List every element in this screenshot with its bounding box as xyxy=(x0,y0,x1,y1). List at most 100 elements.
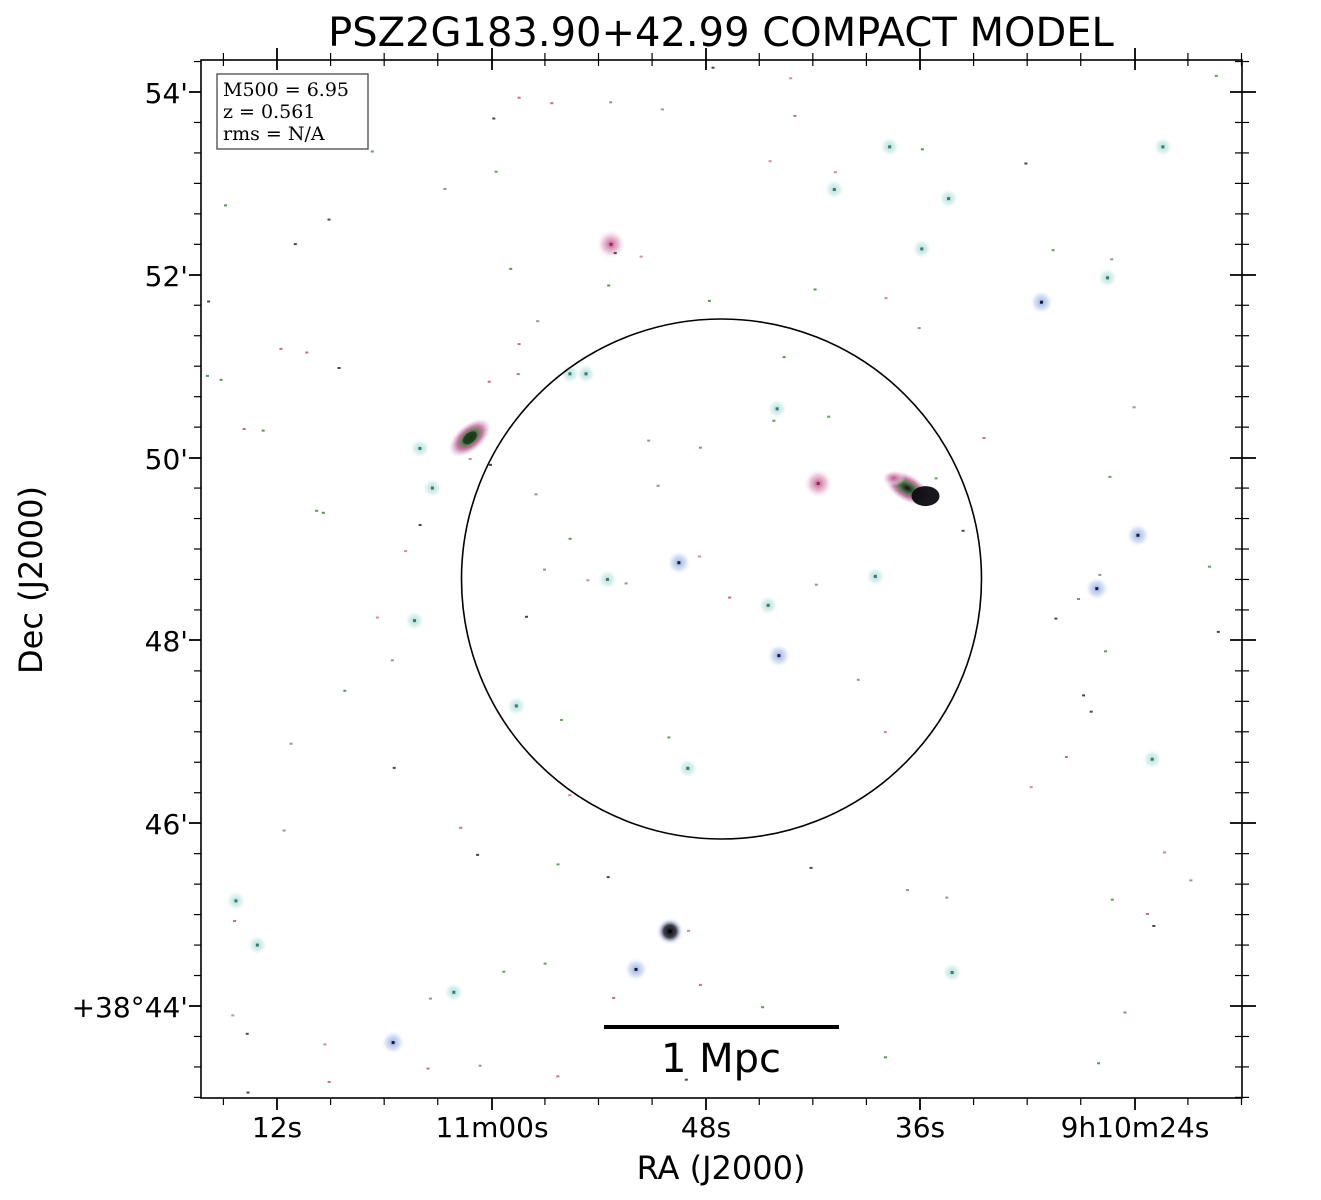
noise-pixel xyxy=(478,1064,482,1067)
noise-pixel xyxy=(245,1032,249,1035)
noise-pixel xyxy=(476,853,480,856)
noise-pixel xyxy=(242,428,246,430)
noise-pixel xyxy=(707,299,711,302)
noise-pixel xyxy=(905,889,909,892)
noise-pixel xyxy=(1216,630,1220,633)
noise-pixel xyxy=(624,582,628,585)
noise-pixel xyxy=(327,1081,331,1083)
noise-pixel xyxy=(525,615,528,618)
noise-pixel xyxy=(856,678,860,681)
noise-pixel xyxy=(568,794,572,797)
noise-pixel xyxy=(494,170,498,173)
noise-pixel xyxy=(568,537,572,540)
radio-source xyxy=(409,438,430,459)
noise-pixel xyxy=(647,439,651,442)
radio-source xyxy=(559,363,580,384)
noise-pixel xyxy=(556,1075,560,1078)
radio-source xyxy=(824,179,845,200)
info-rms: rms = N/A xyxy=(223,123,325,145)
noise-pixel xyxy=(612,996,616,999)
noise-pixel xyxy=(934,477,938,480)
noise-pixel xyxy=(586,579,590,582)
noise-pixel xyxy=(667,736,671,739)
noise-pixel xyxy=(443,188,447,190)
noise-pixel xyxy=(321,511,325,514)
noise-pixel xyxy=(1054,617,1058,620)
noise-pixel xyxy=(782,356,786,359)
noise-pixel xyxy=(1132,406,1136,409)
noise-pixel xyxy=(343,689,347,692)
noise-pixel xyxy=(489,463,492,466)
noise-pixel xyxy=(323,1043,327,1046)
noise-pixel xyxy=(392,766,396,769)
y-tick-label: +38°44' xyxy=(72,991,188,1024)
noise-pixel xyxy=(656,484,660,487)
noise-pixel xyxy=(559,719,563,721)
radio-source xyxy=(597,569,618,590)
noise-pixel xyxy=(492,117,496,120)
y-tick-label: 54' xyxy=(145,77,188,110)
radio-source xyxy=(1142,749,1163,770)
noise-pixel xyxy=(883,1056,887,1059)
radio-source xyxy=(422,478,443,499)
radio-source xyxy=(1084,576,1109,601)
noise-pixel xyxy=(487,380,491,383)
noise-pixel xyxy=(1123,1011,1127,1014)
plot-background xyxy=(201,60,1242,1098)
axis-ticks xyxy=(189,48,1256,1110)
x-tick-label: 12s xyxy=(252,1111,302,1144)
noise-pixel xyxy=(1082,694,1085,697)
noise-pixel xyxy=(772,419,776,422)
noise-pixel xyxy=(293,243,297,246)
noise-pixel xyxy=(305,351,309,354)
radio-source xyxy=(448,417,492,458)
x-axis-label: RA (J2000) xyxy=(637,1149,806,1187)
noise-pixel xyxy=(728,596,732,599)
radio-source xyxy=(803,468,834,499)
noise-pixel xyxy=(613,252,617,255)
radio-source xyxy=(942,962,963,983)
noise-pixel xyxy=(917,327,921,330)
noise-pixel xyxy=(502,970,506,973)
chart-title: PSZ2G183.90+42.99 COMPACT MODEL xyxy=(328,10,1114,56)
noise-pixel xyxy=(1024,162,1028,165)
radio-source xyxy=(404,610,425,631)
noise-pixel xyxy=(883,731,887,734)
x-tick-label: 11m00s xyxy=(435,1111,548,1144)
x-tick-label: 9h10m24s xyxy=(1061,1111,1210,1144)
noise-pixel xyxy=(920,148,924,151)
noise-pixel xyxy=(813,288,817,291)
noise-pixel xyxy=(543,962,547,965)
radio-source xyxy=(879,136,900,157)
noise-pixel xyxy=(534,493,538,496)
info-redshift: z = 0.561 xyxy=(223,101,315,123)
y-tick-label: 52' xyxy=(145,260,188,293)
noise-pixel xyxy=(206,374,209,377)
noise-pixel xyxy=(426,1067,430,1070)
noise-pixel xyxy=(459,826,463,829)
y-tick-label: 48' xyxy=(145,625,188,658)
noise-pixel xyxy=(375,616,379,619)
noise-pixel xyxy=(711,66,715,69)
aperture-circle xyxy=(460,318,983,840)
noise-pixel xyxy=(418,524,422,526)
noise-pixel xyxy=(768,160,772,163)
noise-pixel xyxy=(207,300,211,303)
noise-pixel xyxy=(884,297,888,300)
radio-source xyxy=(1152,136,1173,157)
noise-pixel xyxy=(684,1078,688,1081)
noise-pixel xyxy=(814,583,818,586)
noise-pixel xyxy=(390,659,394,662)
radio-source xyxy=(911,238,932,259)
x-tick-labels: 12s 11m00s 48s 36s 9h10m24s xyxy=(252,1111,1209,1144)
noise-pixel xyxy=(1145,913,1149,915)
noise-pixel xyxy=(1051,249,1055,252)
radio-source xyxy=(666,550,691,575)
noise-pixel xyxy=(1189,879,1193,882)
noise-pixel xyxy=(550,102,554,105)
noise-pixel xyxy=(231,1014,235,1017)
noise-pixel xyxy=(279,347,283,350)
x-tick-label: 48s xyxy=(681,1111,731,1144)
noise-pixel xyxy=(789,77,793,80)
noise-pixel xyxy=(556,863,560,866)
